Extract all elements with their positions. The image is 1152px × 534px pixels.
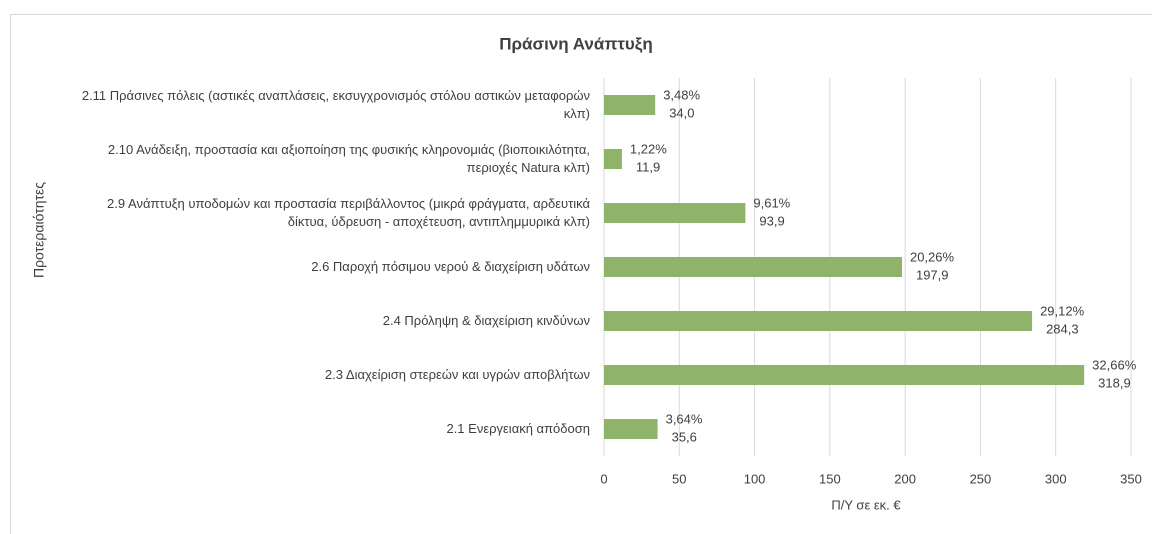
percent-label: 32,66% (1092, 357, 1137, 372)
value-label: 284,3 (1046, 321, 1079, 336)
percent-label: 20,26% (910, 249, 955, 264)
x-tick-label: 150 (819, 471, 841, 486)
y-axis-title: Προτεραιότητες (31, 182, 47, 278)
percent-label: 3,64% (666, 411, 703, 426)
bar (604, 365, 1085, 385)
y-tick-label: 2.10 Ανάδειξη, προστασία και αξιοποίηση … (107, 142, 590, 175)
y-tick-label: 2.1 Ενεργειακή απόδοση (446, 421, 590, 436)
y-tick-label: 2.4 Πρόληψη & διαχείριση κινδύνων (382, 313, 590, 328)
value-label: 35,6 (672, 429, 697, 444)
percent-label: 9,61% (753, 195, 790, 210)
value-label: 93,9 (759, 213, 784, 228)
value-label: 318,9 (1098, 375, 1131, 390)
bar (604, 95, 656, 115)
x-tick-label: 50 (672, 471, 686, 486)
percent-label: 29,12% (1040, 303, 1085, 318)
bar (604, 149, 622, 169)
y-tick-label: 2.3 Διαχείριση στερεών και υγρών αποβλήτ… (324, 367, 590, 382)
x-tick-label: 0 (600, 471, 607, 486)
value-label: 34,0 (669, 105, 694, 120)
x-axis-title: Π/Υ σε εκ. € (831, 497, 901, 512)
bar (604, 419, 658, 439)
value-label: 11,9 (636, 159, 660, 174)
percent-label: 1,22% (630, 141, 667, 156)
percent-label: 3,48% (663, 87, 700, 102)
bar (604, 311, 1033, 331)
x-tick-label: 250 (970, 471, 992, 486)
bar (604, 257, 902, 277)
x-tick-label: 100 (744, 471, 766, 486)
chart-title: Πράσινη Ανάπτυξη (499, 34, 653, 53)
y-tick-label: 2.6 Παροχή πόσιμου νερού & διαχείριση υδ… (311, 259, 590, 274)
chart-frame (10, 14, 1152, 534)
y-tick-label: 2.11 Πράσινες πόλεις (αστικές αναπλάσεις… (81, 88, 590, 121)
x-tick-label: 300 (1045, 471, 1067, 486)
x-tick-label: 200 (894, 471, 916, 486)
x-tick-label: 350 (1120, 471, 1142, 486)
value-label: 197,9 (916, 267, 949, 282)
bar (604, 203, 746, 223)
y-tick-label: 2.9 Ανάπτυξη υποδομών και προστασία περι… (107, 196, 590, 229)
